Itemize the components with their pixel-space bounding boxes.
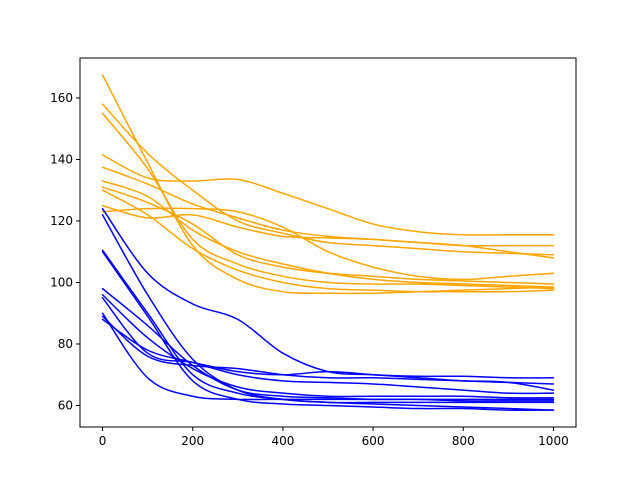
- series-line-3-orange: [101, 112, 555, 290]
- series-line-8-orange: [101, 189, 555, 293]
- y-axis: 60 80 100 120 140 160: [50, 91, 80, 412]
- y-tick-label: 140: [50, 152, 73, 166]
- x-tick-label: 800: [452, 434, 475, 448]
- series-line-18-blue: [101, 312, 555, 401]
- x-tick-label: 1000: [538, 434, 569, 448]
- x-tick-label: 600: [362, 434, 385, 448]
- y-tick-label: 80: [58, 337, 73, 351]
- x-tick-label: 400: [271, 434, 294, 448]
- series-line-2-orange: [101, 103, 555, 256]
- series-line-19-blue: [101, 315, 555, 391]
- plot-frame: [79, 57, 577, 428]
- y-tick-label: 60: [58, 398, 73, 412]
- series-line-14-blue: [101, 250, 555, 411]
- y-tick-label: 100: [50, 275, 73, 289]
- series-layer: [101, 74, 555, 411]
- series-line-5-orange: [101, 166, 555, 247]
- series-line-10-orange: [101, 207, 555, 281]
- series-line-13-blue: [101, 249, 555, 404]
- x-tick-label: 200: [181, 434, 204, 448]
- y-tick-label: 120: [50, 214, 73, 228]
- x-tick-label: 0: [99, 434, 107, 448]
- series-line-15-blue: [101, 287, 555, 402]
- series-line-4-orange: [101, 154, 555, 236]
- y-tick-label: 160: [50, 91, 73, 105]
- series-line-20-blue: [101, 318, 555, 395]
- x-axis: 0 200 400 600 800 1000: [99, 427, 569, 448]
- series-line-7-orange: [101, 186, 555, 285]
- series-line-9-orange: [101, 204, 555, 259]
